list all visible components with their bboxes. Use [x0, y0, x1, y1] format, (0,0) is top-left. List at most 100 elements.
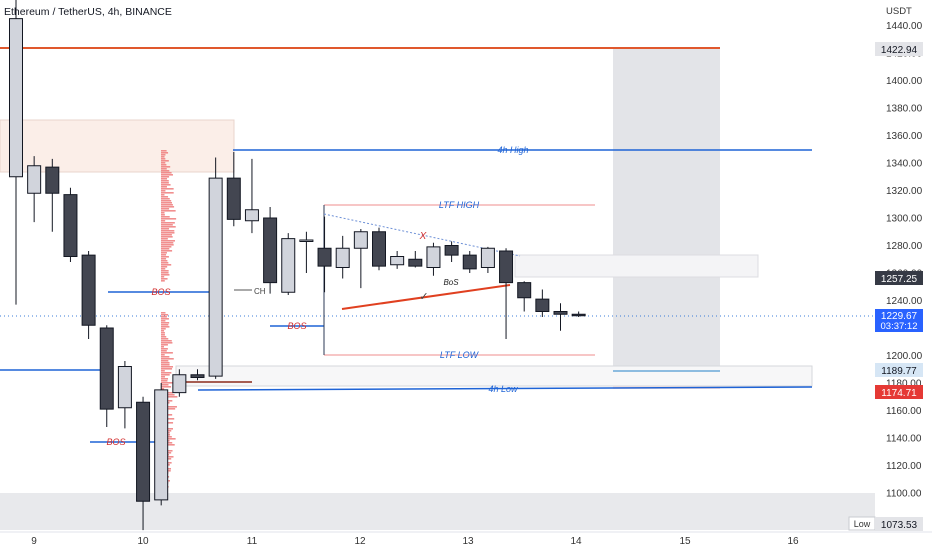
volume-bar [161, 258, 167, 260]
candle[interactable] [281, 233, 296, 295]
candle[interactable] [317, 216, 332, 293]
volume-bar [161, 352, 173, 354]
volume-bar [161, 252, 167, 254]
level-4h-low[interactable] [197, 386, 813, 391]
candle-body [426, 246, 441, 268]
candle-body [571, 313, 586, 317]
candles[interactable] [9, 0, 586, 531]
volume-bar [161, 182, 169, 184]
candle-body [244, 209, 259, 222]
demand-zone [175, 365, 813, 387]
candle-body [45, 166, 60, 194]
volume-bar [161, 278, 168, 280]
volume-bar [161, 372, 172, 374]
candle-body [335, 247, 350, 268]
bos-label-1: BOS [151, 287, 170, 297]
volume-bar [161, 216, 170, 218]
demand-zone-bottom [0, 493, 875, 530]
candle[interactable] [63, 187, 78, 262]
volume-bar [161, 206, 175, 208]
candle[interactable] [9, 0, 23, 305]
candle-body [172, 374, 187, 394]
candle[interactable] [426, 242, 441, 276]
price-badge-1257-text: 1257.25 [881, 274, 918, 285]
candle[interactable] [154, 383, 169, 506]
candle-body [299, 239, 314, 242]
candle[interactable] [372, 227, 386, 271]
candle[interactable] [263, 207, 278, 294]
volume-bar [161, 152, 169, 154]
candle[interactable] [408, 251, 423, 268]
candle[interactable] [81, 251, 96, 339]
target-zone [613, 48, 720, 371]
volume-bar [161, 386, 172, 388]
y-tick-label: 1320.00 [886, 186, 923, 197]
volume-bar [161, 172, 172, 174]
y-tick-label: 1180.00 [886, 379, 922, 390]
volume-bar [161, 218, 177, 220]
candle[interactable] [172, 369, 187, 397]
volume-bar [161, 358, 174, 360]
volume-bar [161, 336, 167, 338]
volume-bar [161, 180, 169, 182]
candle[interactable] [535, 289, 550, 318]
candle[interactable] [444, 241, 459, 262]
candle[interactable] [136, 396, 151, 531]
candle[interactable] [117, 361, 132, 429]
time-axis[interactable]: 9 10 11 12 13 14 15 16 [31, 536, 799, 547]
volume-bar [161, 178, 168, 180]
candle[interactable] [335, 235, 350, 279]
y-tick-label: 1400.00 [886, 76, 923, 87]
candle[interactable] [499, 248, 514, 339]
candle[interactable] [226, 152, 241, 227]
y-tick-label: 1300.00 [886, 214, 923, 225]
price-badge-current-text: 1229.67 [881, 311, 918, 322]
volume-bar [161, 226, 176, 228]
volume-bar [161, 322, 170, 324]
candle[interactable] [480, 246, 495, 273]
volume-bar [161, 222, 175, 224]
price-badge-1189-text: 1189.77 [881, 366, 917, 377]
volume-bar [161, 256, 169, 258]
candle-body [408, 258, 423, 267]
volume-bar [161, 194, 165, 196]
volume-bar [161, 188, 174, 190]
volume-bar [161, 356, 170, 358]
volume-bar [161, 344, 168, 346]
volume-bar [161, 212, 165, 214]
volume-bar [161, 276, 165, 278]
candle[interactable] [353, 229, 368, 289]
candle[interactable] [553, 303, 568, 331]
volume-bar [161, 342, 173, 344]
candle[interactable] [390, 251, 405, 269]
candle[interactable] [571, 311, 586, 318]
y-tick-label: 1380.00 [886, 104, 923, 115]
fvg-zone [514, 254, 759, 278]
volume-bar [161, 362, 170, 364]
candle[interactable] [99, 325, 114, 427]
volume-bar [161, 376, 165, 378]
bos-label-4: BoS [443, 278, 459, 287]
candle-body [63, 194, 78, 257]
candle[interactable] [517, 281, 532, 312]
volume-bar [161, 320, 166, 322]
price-axis[interactable]: 1100.00 1120.00 1140.00 1160.00 1180.00 1200.… [886, 21, 923, 500]
candle[interactable] [462, 251, 477, 273]
candle-body [444, 245, 459, 256]
volume-bar [161, 354, 165, 356]
candle[interactable] [299, 231, 314, 273]
volume-bar [161, 438, 176, 440]
volume-bar [161, 268, 166, 270]
candle[interactable] [208, 157, 223, 379]
volume-bar [161, 160, 169, 162]
volume-bar [161, 272, 169, 274]
candle[interactable] [27, 156, 42, 223]
candle-body [226, 177, 241, 220]
candle[interactable] [45, 158, 60, 232]
price-badge-low: Low 1073.53 [848, 516, 923, 531]
candle[interactable] [244, 158, 259, 234]
candle[interactable] [190, 369, 205, 381]
volume-bar [161, 190, 166, 192]
